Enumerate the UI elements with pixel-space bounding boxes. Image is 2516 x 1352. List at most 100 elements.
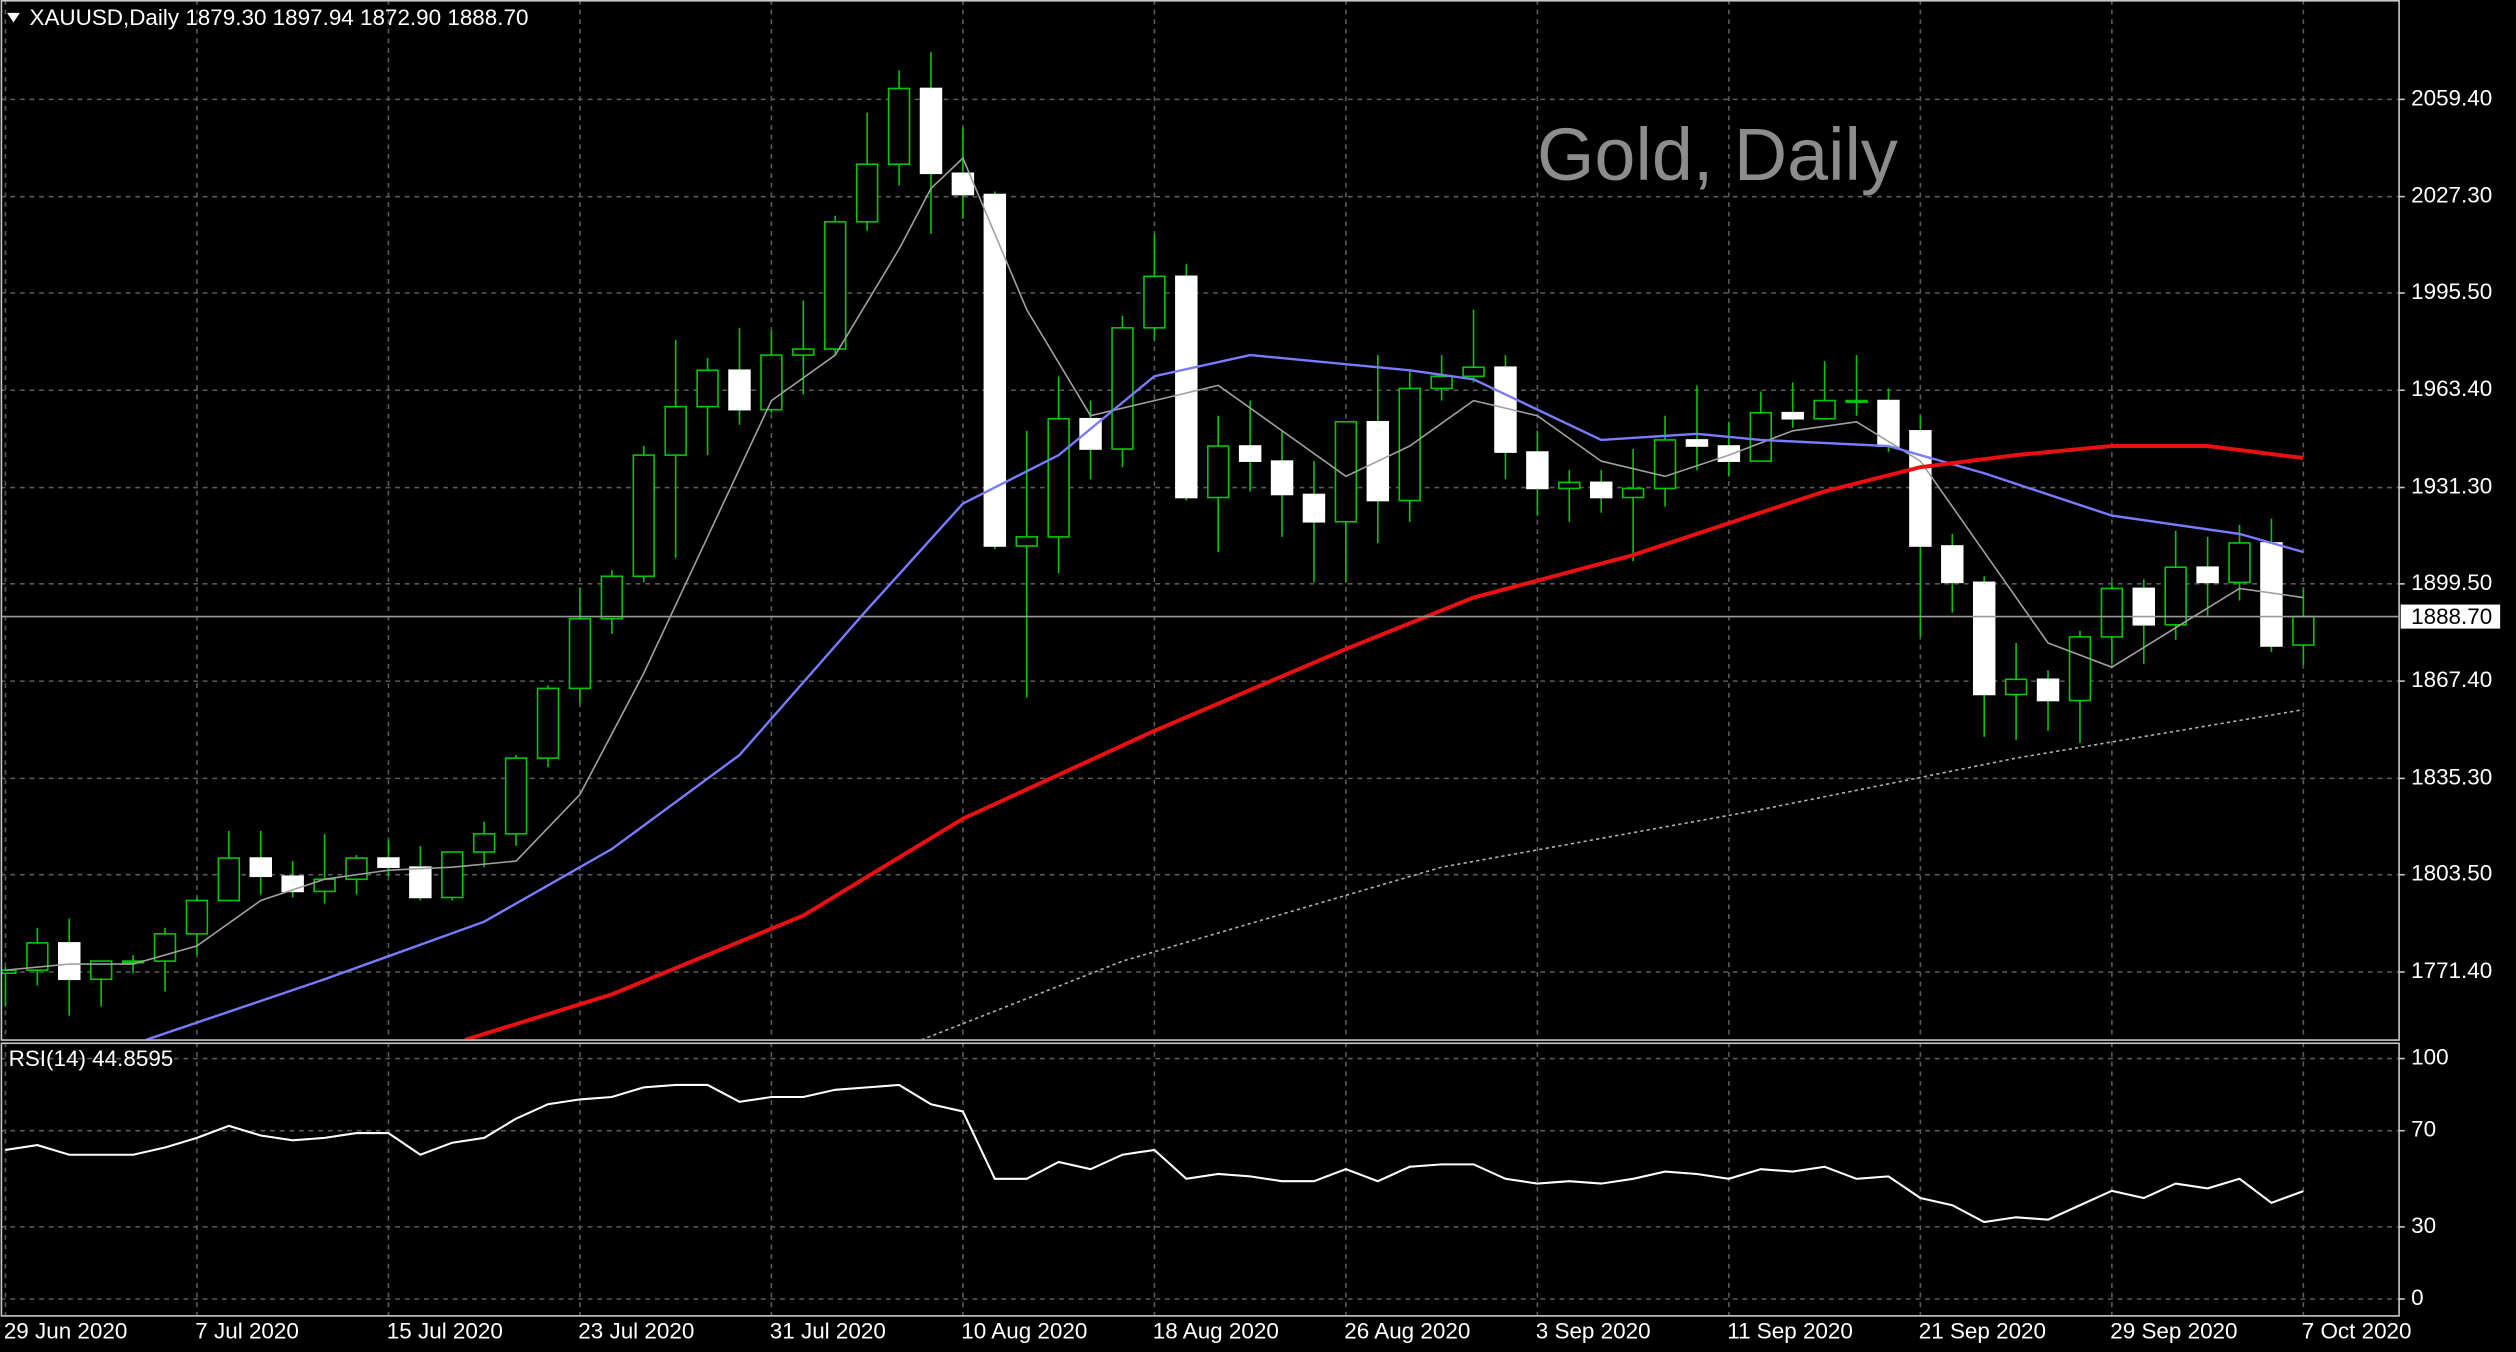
y-tick-label: 2059.40 (2411, 85, 2492, 110)
candle-body (217, 857, 241, 902)
last-price-label: 1888.70 (2411, 604, 2492, 629)
x-tick-label: 21 Sep 2020 (1919, 1319, 2046, 1344)
candle-body (2036, 678, 2060, 702)
candle-body (1143, 275, 1166, 329)
candle-body (1877, 399, 1900, 447)
candle-body (1845, 399, 1868, 403)
y-tick-label: 1835.30 (2411, 764, 2492, 789)
candle-body (2068, 636, 2092, 702)
candle-body (1015, 536, 1038, 547)
y-tick-label: 100 (2411, 1045, 2448, 1070)
candle-body (185, 899, 209, 935)
candle-body (2196, 566, 2219, 584)
candle-body (1238, 445, 1262, 462)
x-tick-label: 7 Oct 2020 (2302, 1319, 2412, 1344)
candle-body (632, 454, 655, 578)
candle-body (1717, 445, 1741, 462)
candle-body (696, 369, 719, 408)
candle-body (441, 851, 464, 899)
candle-body (1430, 375, 1453, 390)
candle-body (26, 942, 49, 971)
candle-body (249, 857, 272, 878)
candle-body (2132, 587, 2156, 626)
y-tick-label: 1899.50 (2411, 570, 2492, 595)
candle-body (919, 87, 943, 175)
candle-body (409, 866, 432, 899)
candle-body (1909, 430, 1932, 547)
x-tick-label: 26 Aug 2020 (1344, 1319, 1470, 1344)
candle-body (536, 687, 560, 759)
candle-body (1972, 581, 1996, 696)
candle-body (1653, 439, 1677, 490)
y-tick-label: 1963.40 (2411, 376, 2492, 401)
rsi-frame (0, 1042, 2400, 1317)
candle-body (1685, 439, 1709, 447)
rsi-line (5, 1083, 2304, 1224)
price-panel (0, 52, 2399, 1040)
y-tick-label: 2027.30 (2411, 183, 2492, 208)
candle-body (887, 87, 911, 166)
y-tick-label: 1931.30 (2411, 473, 2492, 498)
x-tick-label: 11 Sep 2020 (1727, 1319, 1853, 1344)
x-tick-label: 29 Sep 2020 (2110, 1319, 2237, 1344)
candle-body (1302, 493, 1326, 523)
candle-body (1749, 411, 1773, 462)
price-frame (0, 0, 2400, 1041)
candle-body (824, 220, 847, 350)
moving-average (145, 353, 2304, 1040)
candle-body (2292, 615, 2315, 646)
candle-body (1079, 417, 1102, 450)
x-tick-label: 10 Aug 2020 (961, 1319, 1087, 1344)
y-tick-label: 70 (2411, 1117, 2436, 1142)
menu-triangle[interactable] (7, 12, 20, 23)
candle-body (1781, 411, 1804, 420)
x-tick-label: 31 Jul 2020 (770, 1319, 886, 1344)
candle-body (1494, 366, 1517, 453)
y-tick-label: 1803.50 (2411, 861, 2492, 886)
axis-layer: 1771.40 1803.50 1835.30 1867.40 1899.50 1931.… (4, 85, 2502, 1344)
candle-body (728, 369, 751, 411)
candle-body (2004, 678, 2028, 696)
watermark: Gold, Daily (1537, 113, 1898, 196)
x-tick-label: 3 Sep 2020 (1536, 1319, 1651, 1344)
x-tick-label: 18 Aug 2020 (1153, 1319, 1279, 1344)
y-tick-label: 1995.50 (2411, 279, 2492, 304)
rsi-title: RSI(14) 44.8595 (9, 1046, 174, 1071)
candle-body (2100, 587, 2124, 638)
x-tick-label: 7 Jul 2020 (195, 1319, 299, 1344)
x-tick-label: 29 Jun 2020 (4, 1319, 128, 1344)
candle-body (792, 348, 815, 356)
candle-body (1047, 417, 1070, 538)
y-tick-label: 30 (2411, 1213, 2436, 1238)
candle-body (1813, 399, 1836, 420)
candle-body (504, 757, 528, 835)
candle-body (983, 193, 1007, 547)
candle-body (2164, 566, 2187, 626)
candle-body (1589, 481, 1613, 499)
candle-body (1462, 366, 1485, 378)
candle-body (1558, 481, 1581, 490)
candle-body (855, 163, 879, 223)
candle-body (1270, 460, 1294, 496)
rsi-panel (5, 1083, 2304, 1224)
candle-body (58, 942, 81, 981)
y-tick-label: 0 (2411, 1285, 2423, 1310)
candle-body (2228, 542, 2251, 584)
candle-body (0, 969, 17, 975)
candle-body (664, 405, 687, 456)
candle-body (1111, 327, 1134, 450)
candle-body (1175, 275, 1198, 499)
y-tick-label: 1771.40 (2411, 958, 2492, 983)
candle-body (472, 833, 496, 853)
candle-body (1398, 387, 1421, 502)
last-price-box (2399, 602, 2502, 631)
moving-average (921, 708, 2304, 1040)
candle-body (568, 617, 592, 690)
candle-body (1206, 445, 1230, 499)
candle-body (1941, 545, 1964, 584)
y-tick-label: 1867.40 (2411, 667, 2492, 692)
chart-title: XAUUSD,Daily 1879.30 1897.94 1872.90 188… (29, 5, 528, 30)
moving-average (464, 444, 2304, 1040)
